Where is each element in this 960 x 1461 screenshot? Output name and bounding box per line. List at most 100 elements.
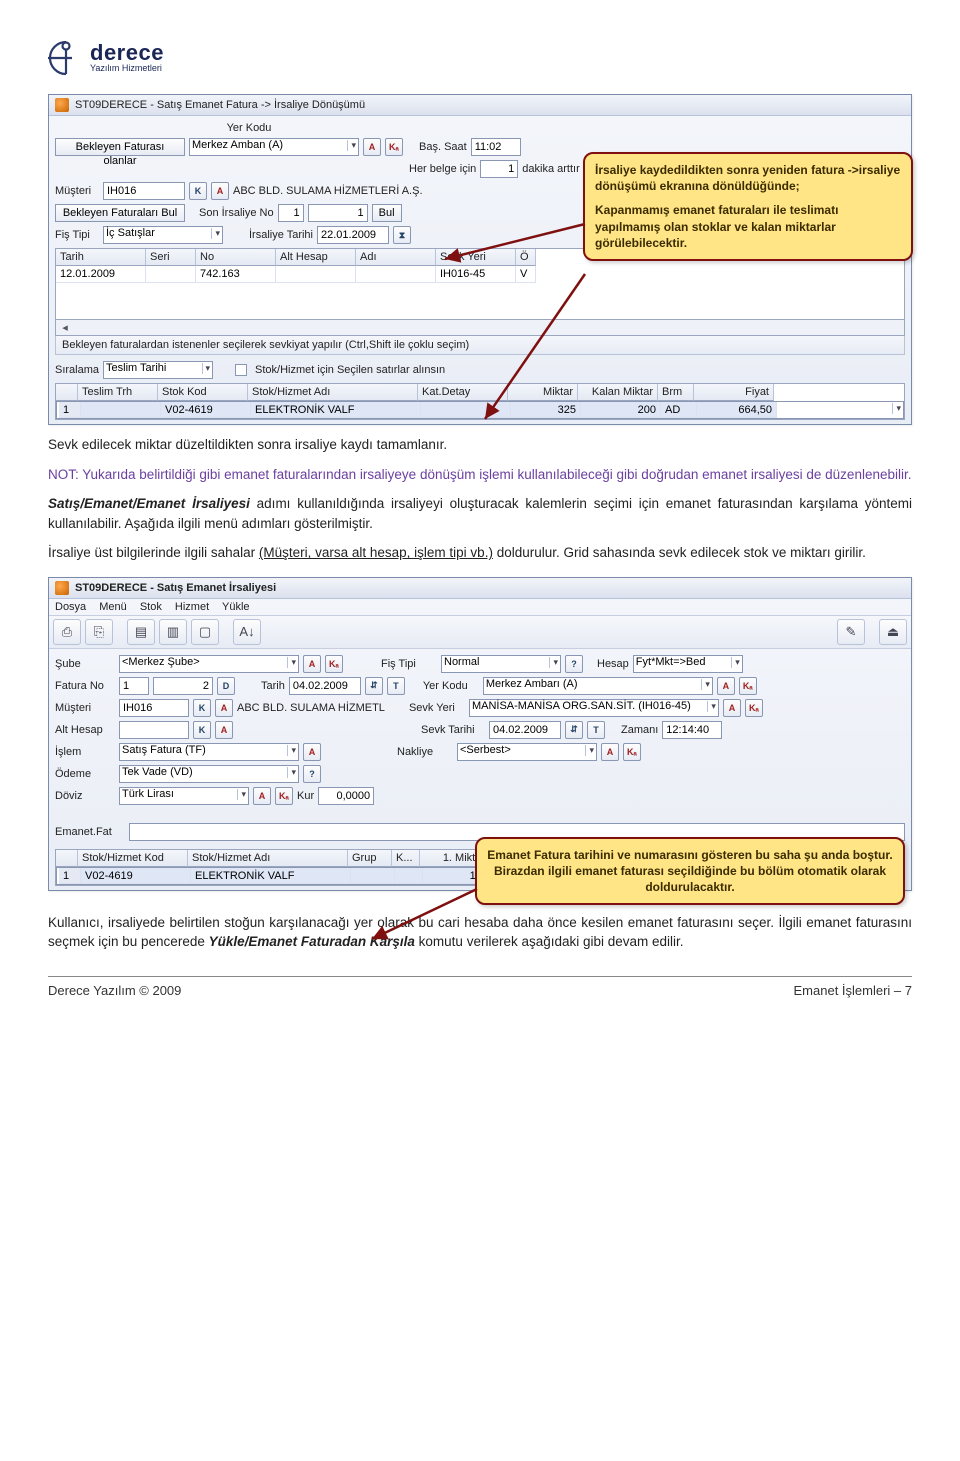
menu-stok[interactable]: Stok	[140, 601, 162, 613]
siralama-select[interactable]: Teslim Tarihi	[103, 361, 213, 379]
t-button[interactable]: T	[587, 721, 605, 739]
a-button[interactable]: A	[253, 787, 271, 805]
musteri-name: ABC BLD. SULAMA HİZMETL	[237, 702, 385, 714]
a-button[interactable]: A	[723, 699, 741, 717]
menu-hizmet[interactable]: Hizmet	[175, 601, 209, 613]
faturano-no-input[interactable]	[153, 677, 213, 695]
col-k: K...	[392, 850, 420, 867]
callout-line2: Kapanmamış emanet faturaları ile teslima…	[595, 202, 901, 251]
a-button[interactable]: A	[215, 699, 233, 717]
bekleyen-faturalari-bul-button[interactable]: Bekleyen Faturaları Bul	[55, 204, 185, 222]
toolbar-btn-exit[interactable]: ⏏	[879, 619, 907, 645]
date-stepper[interactable]: ⇵	[565, 721, 583, 739]
para-1: Sevk edilecek miktar düzeltildikten sonr…	[48, 435, 912, 455]
nakliye-select[interactable]: <Serbest>	[457, 743, 597, 761]
fis-tipi-select[interactable]: İç Satışlar	[103, 226, 223, 244]
callout-line1: İrsaliye kaydedildikten sonra yeniden fa…	[595, 162, 901, 194]
toolbar-btn-new[interactable]: ▤	[127, 619, 155, 645]
bas-saat-input[interactable]	[471, 138, 521, 156]
ka-button[interactable]: Kₐ	[739, 677, 757, 695]
nakliye-label: Nakliye	[397, 746, 453, 758]
irsaliye-tarihi-input[interactable]	[317, 226, 389, 244]
footer-left: Derece Yazılım © 2009	[48, 983, 181, 998]
callout-info: İrsaliye kaydedildikten sonra yeniden fa…	[583, 152, 913, 261]
a-button[interactable]: A	[717, 677, 735, 695]
hesap-select[interactable]: Fyt*Mkt=>Bed	[633, 655, 743, 673]
fis-tipi-label: Fiş Tipi	[55, 229, 99, 241]
col-fiyat: Fiyat	[694, 384, 774, 401]
toolbar-btn-2[interactable]: ⎘	[85, 619, 113, 645]
app-icon	[55, 98, 69, 112]
musteri-code-input[interactable]	[119, 699, 189, 717]
k-button[interactable]: K	[193, 721, 211, 739]
ka-button[interactable]: Kₐ	[275, 787, 293, 805]
a-button[interactable]: A	[303, 655, 321, 673]
t-button[interactable]: T	[387, 677, 405, 695]
stok-secilen-checkbox[interactable]	[235, 364, 247, 376]
her-belge-input[interactable]	[480, 160, 518, 178]
toolbar-btn-tool[interactable]: ✎	[837, 619, 865, 645]
menu-dosya[interactable]: Dosya	[55, 601, 86, 613]
col-adi: Adı	[356, 249, 436, 266]
logo-brand: derece	[90, 43, 164, 63]
islem-select[interactable]: Satış Fatura (TF)	[119, 743, 299, 761]
para-4: İrsaliye üst bilgilerinde ilgili sahalar…	[48, 543, 912, 563]
bekleyen-faturasi-olanlar-button[interactable]: Bekleyen Faturası olanlar	[55, 138, 185, 156]
q-button[interactable]: ?	[565, 655, 583, 673]
sevkyeri-select[interactable]: MANİSA-MANİSA ORG.SAN.SİT. (IH016-45)	[469, 699, 719, 717]
musteri-name: ABC BLD. SULAMA HİZMETLERİ A.Ş.	[233, 185, 423, 197]
a-button[interactable]: A	[363, 138, 381, 156]
odeme-label: Ödeme	[55, 768, 115, 780]
menu-menu[interactable]: Menü	[99, 601, 127, 613]
q-button[interactable]: ?	[303, 765, 321, 783]
a-button[interactable]: A	[215, 721, 233, 739]
calendar-icon[interactable]: ⧗	[393, 226, 411, 244]
fistipi-label: Fiş Tipi	[381, 658, 437, 670]
sevktarih-input[interactable]	[489, 721, 561, 739]
yerkodu-select[interactable]: Merkez Ambarı (A)	[483, 677, 713, 695]
bas-saat-label: Baş. Saat	[419, 141, 467, 153]
toolbar-btn-1[interactable]: ⎙	[53, 619, 81, 645]
col-althesap: Alt Hesap	[276, 249, 356, 266]
callout-arrows	[455, 214, 595, 414]
son-irsaliye-no-input[interactable]	[308, 204, 368, 222]
menu-yukle[interactable]: Yükle	[222, 601, 250, 613]
app-icon	[55, 581, 69, 595]
kur-input[interactable]	[318, 787, 374, 805]
a-button-2[interactable]: A	[211, 182, 229, 200]
toolbar-btn-blank[interactable]: ▢	[191, 619, 219, 645]
yerkodu-select[interactable]: Merkez Amban (A)	[189, 138, 359, 156]
ka-button[interactable]: Kₐ	[623, 743, 641, 761]
col-brm: Brm	[658, 384, 694, 401]
althesap-input[interactable]	[119, 721, 189, 739]
toolbar-btn-sort[interactable]: A↓	[233, 619, 261, 645]
son-irsaliye-seri-input[interactable]	[278, 204, 304, 222]
faturano-seri-input[interactable]	[119, 677, 149, 695]
a-button[interactable]: A	[303, 743, 321, 761]
ka-button[interactable]: Kₐ	[745, 699, 763, 717]
scroll-left-icon[interactable]: ◂	[58, 321, 72, 334]
musteri-code-input[interactable]	[103, 182, 185, 200]
toolbar-btn-open[interactable]: ▥	[159, 619, 187, 645]
ka-button[interactable]: Kₐ	[385, 138, 403, 156]
footer-rule	[48, 976, 912, 977]
col-stokkod: Stok/Hizmet Kod	[78, 850, 188, 867]
zamani-label: Zamanı	[621, 724, 658, 736]
sube-select[interactable]: <Merkez Şube>	[119, 655, 299, 673]
bul-button[interactable]: Bul	[372, 204, 402, 222]
date-stepper[interactable]: ⇵	[365, 677, 383, 695]
footer-right: Emanet İşlemleri – 7	[794, 983, 913, 998]
k-button[interactable]: K	[193, 699, 211, 717]
tarih-input[interactable]	[289, 677, 361, 695]
a-button[interactable]: A	[601, 743, 619, 761]
fistipi-select[interactable]: Normal	[441, 655, 561, 673]
odeme-select[interactable]: Tek Vade (VD)	[119, 765, 299, 783]
window-titlebar: ST09DERECE - Satış Emanet Fatura -> İrsa…	[49, 95, 911, 116]
d-button[interactable]: D	[217, 677, 235, 695]
window-fatura-irsaliye: ST09DERECE - Satış Emanet Fatura -> İrsa…	[48, 94, 912, 425]
zamani-input[interactable]	[662, 721, 722, 739]
dakika-arttir-label: dakika arttır	[522, 163, 579, 175]
k-button[interactable]: K	[189, 182, 207, 200]
ka-button[interactable]: Kₐ	[325, 655, 343, 673]
doviz-select[interactable]: Türk Lirası	[119, 787, 249, 805]
